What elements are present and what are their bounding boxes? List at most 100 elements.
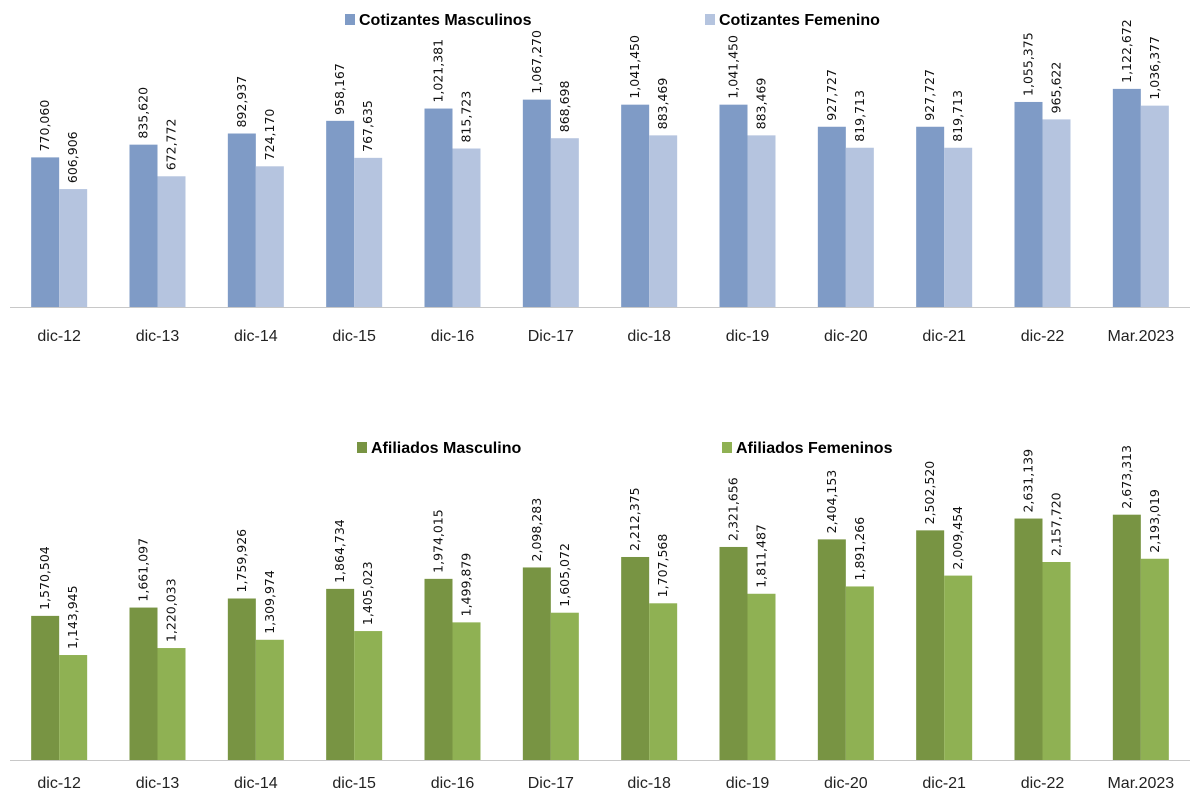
data-label: 2,404,153 xyxy=(824,470,839,534)
bar xyxy=(1042,119,1071,308)
data-label: 1,605,072 xyxy=(557,543,572,607)
x-tick-label: dic-18 xyxy=(627,328,671,345)
data-label: 892,937 xyxy=(234,76,249,128)
bar xyxy=(845,147,874,307)
afiliados-chart: Afiliados Masculino Afiliados Femeninos 1,… xyxy=(10,440,1190,792)
bar xyxy=(354,157,383,307)
data-label: 1,759,926 xyxy=(234,529,249,593)
bar xyxy=(550,138,579,307)
data-label: 1,220,033 xyxy=(164,578,179,642)
data-label: 1,811,487 xyxy=(754,524,769,588)
bar xyxy=(452,148,481,307)
data-label: 1,067,270 xyxy=(529,30,544,94)
cotizantes-chart: Cotizantes Masculinos Cotizantes Femenino… xyxy=(10,12,1190,345)
data-label: 1,974,015 xyxy=(431,509,446,573)
bar xyxy=(1140,558,1169,760)
x-tick-label: dic-14 xyxy=(234,775,278,792)
data-label: 1,891,266 xyxy=(852,517,867,581)
bar xyxy=(59,655,88,760)
bar xyxy=(1112,514,1141,760)
bar xyxy=(944,575,973,760)
data-label: 868,698 xyxy=(557,80,572,132)
bar xyxy=(649,135,678,307)
data-label: 1,309,974 xyxy=(262,570,277,634)
data-label: 958,167 xyxy=(332,63,347,115)
x-tick-label: dic-12 xyxy=(37,775,81,792)
bar xyxy=(129,607,158,760)
x-tick-label: dic-13 xyxy=(136,328,180,345)
data-label: 2,631,139 xyxy=(1021,449,1036,513)
bar xyxy=(424,578,453,760)
bar xyxy=(31,615,60,760)
data-label: 965,622 xyxy=(1049,62,1064,114)
bar xyxy=(621,104,650,308)
bar xyxy=(719,546,748,760)
legend-item: Afiliados Masculino xyxy=(357,440,521,457)
data-label: 2,212,375 xyxy=(627,487,642,551)
data-label: 883,469 xyxy=(754,78,769,130)
data-label: 819,713 xyxy=(950,90,965,142)
bar xyxy=(255,639,284,760)
bar xyxy=(522,567,551,760)
x-tick-label: dic-19 xyxy=(726,328,770,345)
data-label: 2,321,656 xyxy=(726,477,741,541)
data-label: 1,021,381 xyxy=(431,39,446,103)
data-label: 1,405,023 xyxy=(360,561,375,625)
x-tick-label: dic-15 xyxy=(332,775,376,792)
data-label: 927,727 xyxy=(922,69,937,121)
legend-item: Cotizantes Masculinos xyxy=(345,12,532,29)
legend-label: Cotizantes Femenino xyxy=(719,12,880,29)
data-label: 1,122,672 xyxy=(1119,19,1134,83)
legend-label: Afiliados Femeninos xyxy=(736,440,893,457)
data-label: 2,673,313 xyxy=(1119,445,1134,509)
bar xyxy=(227,598,256,760)
x-tick-label: dic-20 xyxy=(824,775,868,792)
data-label: 770,060 xyxy=(37,100,52,152)
legend-item: Cotizantes Femenino xyxy=(705,12,880,29)
data-label: 1,499,879 xyxy=(459,553,474,617)
bar xyxy=(845,586,874,760)
bar xyxy=(817,539,846,760)
x-tick-label: dic-14 xyxy=(234,328,278,345)
bar xyxy=(747,593,776,760)
x-tick-label: dic-19 xyxy=(726,775,770,792)
x-tick-label: dic-22 xyxy=(1021,328,1065,345)
legend-swatch xyxy=(705,14,715,25)
bar xyxy=(1042,561,1071,760)
x-tick-label: dic-15 xyxy=(332,328,376,345)
bar xyxy=(621,556,650,760)
data-label: 2,193,019 xyxy=(1147,489,1162,553)
x-tick-label: dic-12 xyxy=(37,328,81,345)
data-label: 835,620 xyxy=(136,87,151,139)
bar xyxy=(227,133,256,307)
data-label: 883,469 xyxy=(655,78,670,130)
bar xyxy=(1112,88,1141,308)
bar xyxy=(129,144,158,307)
legend-swatch xyxy=(722,442,732,453)
data-label: 2,098,283 xyxy=(529,498,544,562)
x-tick-label: dic-18 xyxy=(627,775,671,792)
data-label: 927,727 xyxy=(824,69,839,121)
x-tick-label: dic-16 xyxy=(431,775,475,792)
bar xyxy=(1014,518,1043,760)
data-label: 1,055,375 xyxy=(1021,32,1036,96)
data-label: 672,772 xyxy=(164,119,179,171)
bar xyxy=(424,108,453,307)
bar xyxy=(944,147,973,307)
data-label: 1,036,377 xyxy=(1147,36,1162,100)
legend-label: Cotizantes Masculinos xyxy=(359,12,532,29)
bar xyxy=(916,126,945,308)
data-label: 767,635 xyxy=(360,100,375,152)
x-tick-label: dic-20 xyxy=(824,328,868,345)
data-label: 1,570,504 xyxy=(37,546,52,610)
bar xyxy=(1140,105,1169,307)
legend-label: Afiliados Masculino xyxy=(371,440,521,457)
bar xyxy=(916,530,945,760)
bar xyxy=(747,135,776,307)
legend-item: Afiliados Femeninos xyxy=(722,440,893,457)
x-tick-label: dic-22 xyxy=(1021,775,1065,792)
data-label: 1,041,450 xyxy=(627,35,642,99)
bar xyxy=(326,588,355,760)
data-label: 2,502,520 xyxy=(922,461,937,525)
